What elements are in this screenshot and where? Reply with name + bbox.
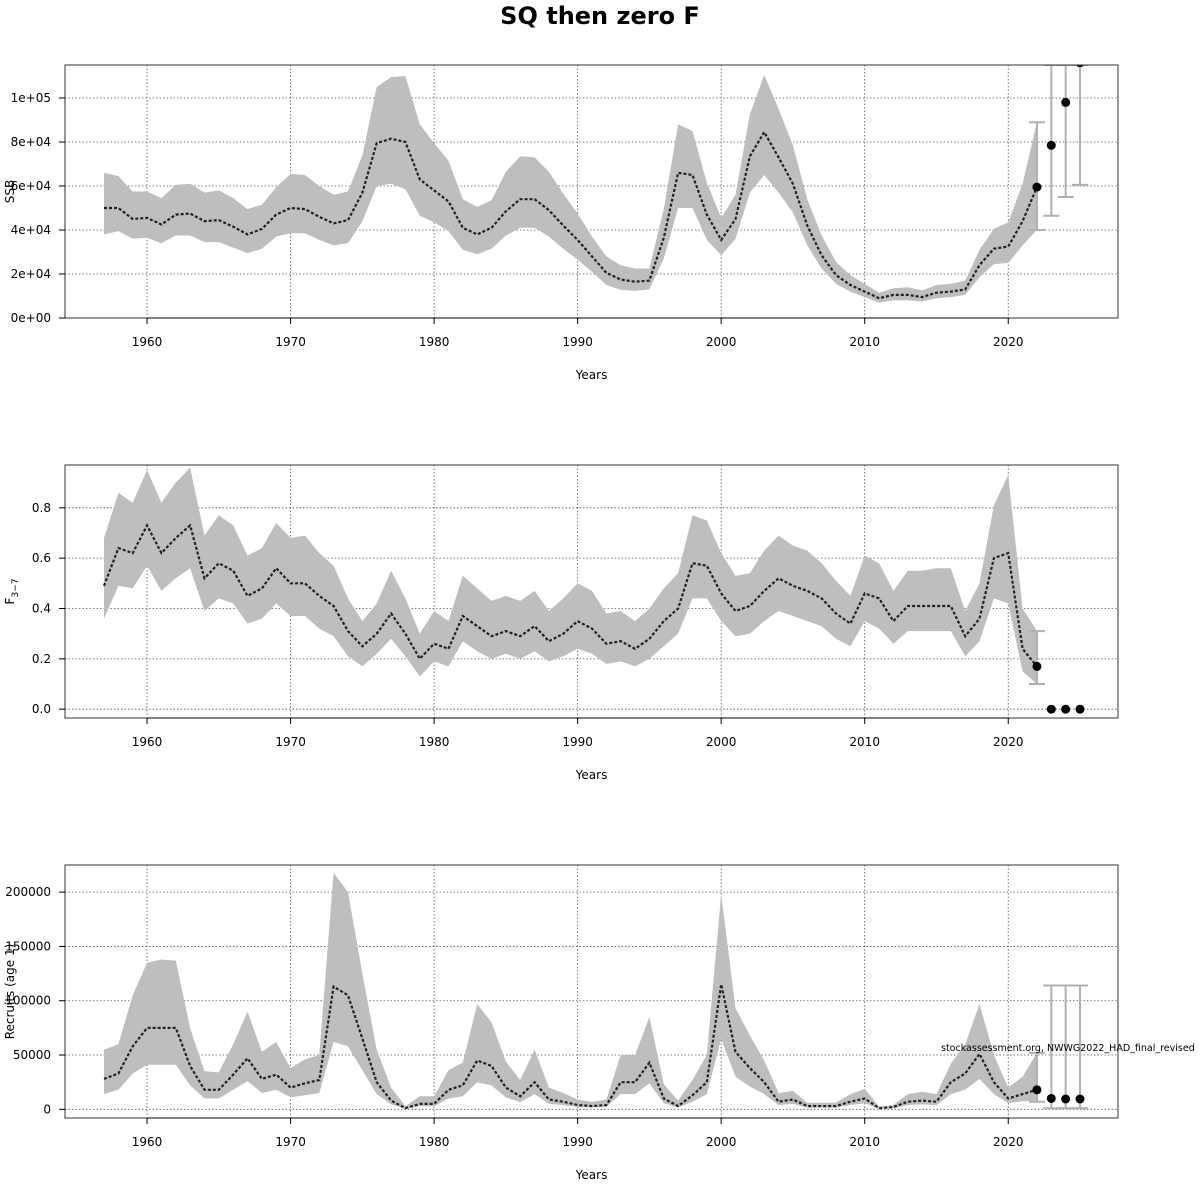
fbar-forecast-point-2 <box>1061 704 1071 714</box>
recruits-x-axis-title: Years <box>575 1168 608 1182</box>
ssb-x-axis-title: Years <box>575 368 608 382</box>
ssb-y-tick-label-2: 4e+04 <box>11 223 51 237</box>
fbar-y-tick-label-0: 0.0 <box>32 702 51 716</box>
fbar-plot-area <box>65 465 1118 718</box>
fbar-x-tick-label-3: 1990 <box>562 735 593 749</box>
recruits-forecast-point-2 <box>1061 1094 1071 1104</box>
fbar-x-tick-label-6: 2020 <box>993 735 1024 749</box>
ssb-forecast-point-0 <box>1032 182 1042 192</box>
recruits-y-axis-title: Recruits (age 1) <box>3 944 17 1040</box>
watermark-text: stockassessment.org, NWWG2022_HAD_final_… <box>941 1043 1195 1054</box>
ssb-x-tick-label-5: 2010 <box>849 335 880 349</box>
ssb-panel: 1960 1970 1980 1990 2000 2010 2020 0e+00 2e+04 4e… <box>3 64 1119 382</box>
ssb-y-tick-label-4: 8e+04 <box>11 135 51 149</box>
recruits-y-tick-label-0: 0 <box>43 1102 51 1116</box>
recruits-x-tick-label-1: 1970 <box>275 1135 306 1149</box>
recruits-x-tick-label-4: 2000 <box>706 1135 737 1149</box>
fbar-forecast-point-0 <box>1032 661 1042 671</box>
chart-title: SQ then zero F <box>500 2 700 30</box>
fbar-confidence-band <box>104 467 1037 684</box>
recruits-x-tick-label-6: 2020 <box>993 1135 1024 1149</box>
fbar-x-tick-label-0: 1960 <box>132 735 163 749</box>
recruits-confidence-band <box>104 872 1037 1109</box>
ssb-forecast-point-3 <box>1076 65 1084 68</box>
ssb-y-axis-title: SSB <box>3 180 17 203</box>
recruits-forecast-point-0 <box>1032 1085 1042 1095</box>
recruits-x-tick-label-3: 1990 <box>562 1135 593 1149</box>
recruits-y-tick-label-3: 150000 <box>5 939 51 953</box>
recruits-y-tick-label-2: 100000 <box>5 994 51 1008</box>
recruits-x-tick-label-5: 2010 <box>849 1135 880 1149</box>
ssb-x-tick-label-3: 1990 <box>562 335 593 349</box>
fbar-y-tick-label-3: 0.6 <box>32 551 51 565</box>
fbar-x-tick-label-2: 1980 <box>419 735 450 749</box>
recruits-x-tick-label-2: 1980 <box>419 1135 450 1149</box>
ssb-estimate-line <box>104 129 1038 300</box>
fbar-forecast-point-3 <box>1075 704 1085 714</box>
ssb-x-tick-label-4: 2000 <box>706 335 737 349</box>
ssb-x-tick-label-1: 1970 <box>275 335 306 349</box>
ssb-x-tick-label-0: 1960 <box>132 335 163 349</box>
recruits-estimate-line <box>103 984 1038 1110</box>
recruits-forecast-point-1 <box>1046 1093 1056 1103</box>
ssb-y-tick-label-3: 6e+04 <box>11 179 51 193</box>
fbar-y-axis-subscript: 3−7 <box>11 579 21 598</box>
ssb-x-tick-label-6: 2020 <box>993 335 1024 349</box>
fbar-estimate-line <box>102 523 1038 668</box>
ssb-forecast-point-2 <box>1061 97 1071 107</box>
recruits-y-tick-label-1: 50000 <box>13 1048 51 1062</box>
ssb-plot-frame <box>64 64 1119 319</box>
recruits-panel: 1960 1970 1980 1990 2000 2010 2020 0 50000 100000… <box>3 864 1119 1182</box>
fbar-x-tick-label-5: 2010 <box>849 735 880 749</box>
ssb-plot-area <box>65 65 1118 318</box>
fbar-y-tick-label-2: 0.4 <box>32 601 51 615</box>
fbar-y-tick-label-1: 0.2 <box>32 652 51 666</box>
fbar-x-tick-label-1: 1970 <box>275 735 306 749</box>
recruits-y-tick-label-4: 200000 <box>5 885 51 899</box>
fbar-x-axis-title: Years <box>575 768 608 782</box>
recruits-plot-area <box>65 865 1118 1118</box>
ssb-y-tick-label-0: 0e+00 <box>11 311 51 325</box>
ssb-y-tick-label-5: 1e+05 <box>11 91 51 105</box>
ssb-y-tick-label-1: 2e+04 <box>11 267 51 281</box>
recruits-x-tick-label-0: 1960 <box>132 1135 163 1149</box>
fbar-y-axis-title: F3−7 <box>3 579 21 605</box>
recruits-forecast-point-3 <box>1075 1094 1085 1104</box>
fbar-y-tick-label-4: 0.8 <box>32 501 51 515</box>
fbar-panel: 1960 1970 1980 1990 2000 2010 2020 0.0 0.2 0.4 0.6… <box>3 464 1119 782</box>
ssb-confidence-band <box>104 74 1037 303</box>
fbar-x-tick-label-4: 2000 <box>706 735 737 749</box>
fbar-forecast-point-1 <box>1046 704 1056 714</box>
ssb-forecast-point-1 <box>1046 140 1056 150</box>
ssb-x-tick-label-2: 1980 <box>419 335 450 349</box>
